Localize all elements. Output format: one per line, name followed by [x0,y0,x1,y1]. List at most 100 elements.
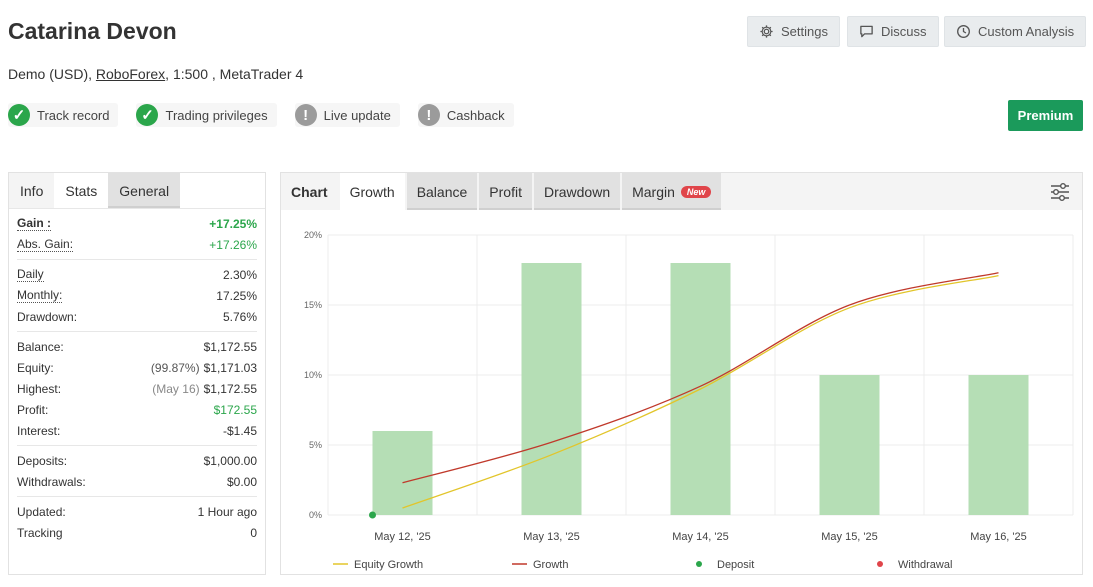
tab-stats[interactable]: Stats [54,173,109,208]
interest-value: -$1.45 [222,423,257,438]
x-tick-label: May 14, '25 [672,531,729,543]
new-badge: New [680,185,712,198]
stat-row-deposits: Deposits: $1,000.00 [17,450,257,471]
legend-label: Deposit [717,559,754,571]
settings-button[interactable]: Settings [747,16,840,47]
filter-settings-icon[interactable] [1049,181,1071,203]
tab-balance[interactable]: Balance [406,173,478,210]
legend-label: Growth [533,559,568,571]
y-tick-label: 0% [309,510,322,520]
equity-value: $1,171.03 [203,360,257,375]
gain-value: +17.25% [209,216,257,231]
x-tick-label: May 12, '25 [374,531,431,543]
badge-label: Cashback [446,107,505,123]
tab-drawdown[interactable]: Drawdown [533,173,621,210]
stats-panel: Info Stats General Gain : +17.25% Abs. Ga… [8,172,266,575]
chart-panel: Chart Growth Balance Profit Drawdown Mar… [280,172,1083,575]
balance-value: $1,172.55 [203,339,257,354]
balance-group: Balance: $1,172.55 Equity: (99.87%) $1,171.… [17,332,257,446]
stat-row-updated: Updated: 1 Hour ago [17,501,257,522]
drawdown-value: 5.76% [222,309,257,324]
stat-row-daily: Daily 2.30% [17,264,257,285]
check-icon: ✓ [136,104,159,126]
gear-icon [760,25,773,38]
monthly-label[interactable]: Monthly: [17,288,63,303]
stat-row-profit: Profit: $172.55 [17,399,257,420]
monthly-value: 17.25% [216,288,257,303]
x-tick-label: May 16, '25 [970,531,1027,543]
badge-label: Live update [323,107,391,123]
account-leverage-platform: , 1:500 , MetaTrader 4 [165,66,304,82]
deposits-value: $1,000.00 [203,453,257,468]
tab-margin[interactable]: Margin New [622,173,722,210]
discuss-button[interactable]: Discuss [847,16,939,47]
legend-label: Equity Growth [354,559,423,571]
legend-swatch [877,561,883,567]
y-tick-label: 10% [304,370,322,380]
stat-row-balance: Balance: $1,172.55 [17,336,257,357]
y-tick-label: 15% [304,300,322,310]
interest-label: Interest: [17,423,61,438]
highest-value: $1,172.55 [203,381,257,396]
account-type: Demo (USD), [8,66,96,82]
exclamation-icon: ! [294,104,317,126]
stat-row-equity: Equity: (99.87%) $1,171.03 [17,357,257,378]
bar [521,263,582,515]
tab-general[interactable]: General [108,173,181,208]
gain-label[interactable]: Gain : [17,216,52,231]
withdrawals-value: $0.00 [226,474,257,489]
growth-chart: 0% 5% 10% 15% 20% May 12, '25 May 13, '25 May 1… [304,230,1074,571]
tab-info[interactable]: Info [9,173,55,208]
daily-label[interactable]: Daily [17,267,44,282]
x-tick-label: May 15, '25 [821,531,878,543]
withdrawals-label: Withdrawals: [17,474,86,489]
stats-tabs: Info Stats General [9,173,265,209]
comment-icon [860,25,873,38]
abs-gain-label[interactable]: Abs. Gain: [17,237,74,252]
tab-chart[interactable]: Chart [291,183,328,200]
rates-group: Daily 2.30% Monthly: 17.25% Drawdown: 5.76% [17,260,257,332]
stat-row-monthly: Monthly: 17.25% [17,285,257,306]
drawdown-label: Drawdown: [17,309,78,324]
abs-gain-value: +17.26% [209,237,257,252]
series-line-equity-growth [402,274,999,509]
premium-button[interactable]: Premium [1008,100,1083,131]
bar [372,431,433,515]
deposit-marker [369,511,376,519]
stat-row-withdrawals: Withdrawals: $0.00 [17,471,257,492]
updated-label: Updated: [17,504,66,519]
profit-value: $172.55 [213,402,257,417]
bar [968,375,1029,515]
broker-link[interactable]: RoboForex [95,66,166,82]
stat-row-tracking: Tracking 0 [17,522,257,543]
custom-analysis-label: Custom Analysis [978,24,1075,39]
custom-analysis-button[interactable]: Custom Analysis [944,16,1087,47]
gain-group: Gain : +17.25% Abs. Gain: +17.26% [17,209,257,260]
balance-label: Balance: [17,339,64,354]
highest-date: (May 16) [152,381,200,396]
chart-tabs: Chart Growth Balance Profit Drawdown Mar… [281,173,1082,210]
badge-label: Track record [37,107,110,123]
stat-row-highest: Highest: (May 16) $1,172.55 [17,378,257,399]
profit-label: Profit: [17,402,49,417]
equity-percent: (99.87%) [150,360,200,375]
settings-label: Settings [781,24,828,39]
stat-row-abs-gain: Abs. Gain: +17.26% [17,234,257,255]
deposits-label: Deposits: [17,453,68,468]
equity-label: Equity: [17,360,54,375]
y-tick-label: 5% [309,440,322,450]
tab-growth[interactable]: Growth [339,173,405,210]
stat-row-drawdown: Drawdown: 5.76% [17,306,257,327]
badge-cashback: ! Cashback [417,103,514,127]
account-subline: Demo (USD), RoboForex, 1:500 , MetaTrade… [8,66,303,82]
account-title: Catarina Devon [8,18,177,44]
badge-live-update: ! Live update [294,103,400,127]
daily-value: 2.30% [222,267,257,282]
badge-label: Trading privileges [165,107,268,123]
badge-trading-privileges: ✓ Trading privileges [136,103,277,127]
verification-badges: ✓ Track record ✓ Trading privileges ! Li… [8,103,514,127]
badge-track-record: ✓ Track record [8,103,119,127]
tab-profit[interactable]: Profit [479,173,532,210]
highest-label: Highest: [17,381,62,396]
stat-row-interest: Interest: -$1.45 [17,420,257,441]
